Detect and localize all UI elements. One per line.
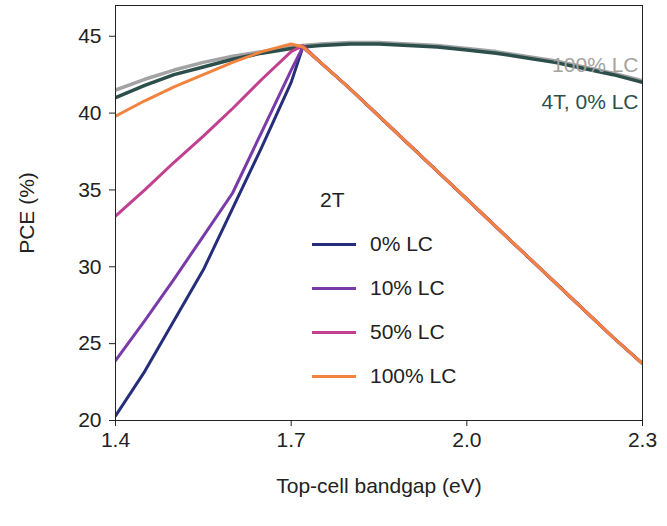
html-text:2T: 2T [320,188,345,211]
svg-text:4T, 0% LC: 4T, 0% LC [542,90,639,113]
html-text:100% LC: 100% LC [370,364,457,387]
svg-text:35: 35 [78,178,101,201]
svg-text:40: 40 [78,101,101,124]
svg-text:Top-cell bandgap (eV): Top-cell bandgap (eV) [276,474,481,497]
svg-text:1.7: 1.7 [277,428,306,451]
svg-text:1.4: 1.4 [101,428,131,451]
html-text:0% LC: 0% LC [370,232,433,255]
svg-text:25: 25 [78,331,101,354]
svg-text:45: 45 [78,24,101,47]
svg-text:100% LC: 100% LC [552,53,638,76]
svg-text:30: 30 [78,255,101,278]
svg-text:20: 20 [78,408,101,431]
svg-text:2.0: 2.0 [452,428,481,451]
html-text:10% LC: 10% LC [370,276,445,299]
html-text:50% LC: 50% LC [370,320,445,343]
svg-text:2.3: 2.3 [628,428,657,451]
svg-text:PCE (%): PCE (%) [15,172,38,254]
